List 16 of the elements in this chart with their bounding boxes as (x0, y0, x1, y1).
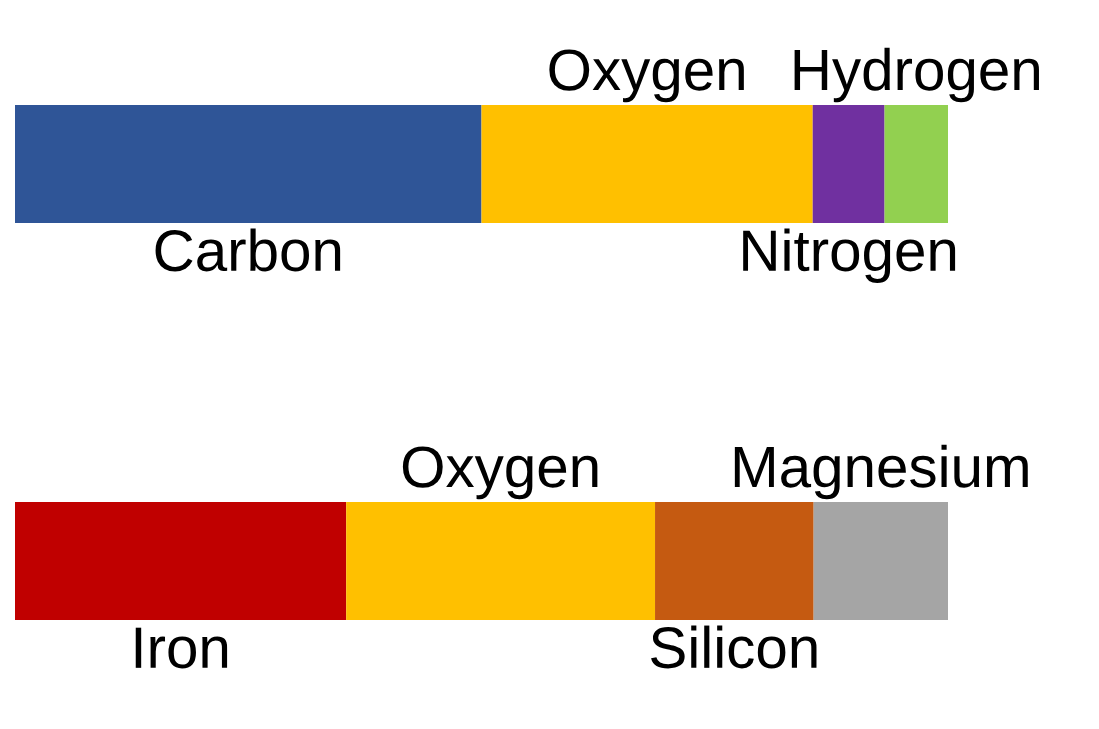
series-label: Silicon (651, 625, 817, 669)
series-label: Magnesium (734, 444, 1028, 500)
bar (15, 105, 482, 223)
series-label: Carbon (155, 228, 341, 272)
bar (15, 502, 347, 620)
bar (346, 502, 656, 620)
bar (481, 105, 813, 223)
bar (813, 502, 948, 620)
series-label: Nitrogen (743, 228, 956, 283)
series-label: Oxygen (549, 49, 744, 103)
bar (884, 105, 948, 223)
series-label: Hydrogen (794, 47, 1039, 103)
series-label: Iron (135, 627, 228, 669)
bar (655, 502, 814, 620)
series-label: Oxygen (402, 446, 598, 500)
bar (812, 105, 885, 223)
